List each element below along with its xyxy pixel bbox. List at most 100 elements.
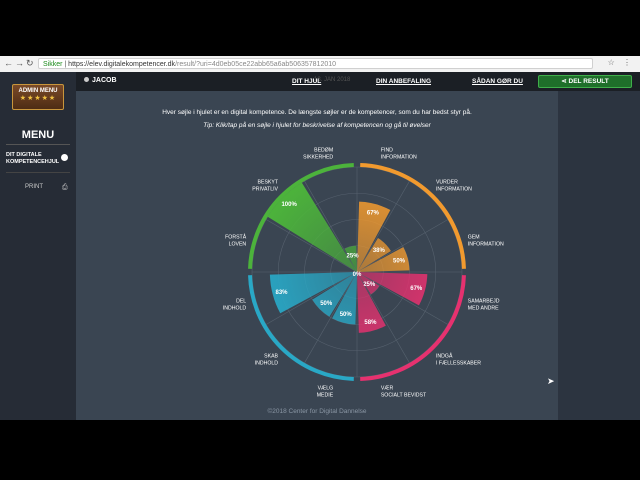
menu-title: MENU	[21, 129, 55, 141]
grid-spoke	[265, 271, 358, 325]
footer-text: ©2018 Center for Digital Dannelse	[267, 408, 367, 415]
browser-menu-icon[interactable]: ☆ ⋮	[607, 58, 634, 67]
wheel-bar[interactable]	[344, 245, 357, 272]
category-label: SAMARBEJD	[468, 298, 500, 304]
category-label: VURDER	[436, 180, 458, 186]
grid-spoke	[356, 271, 410, 364]
wheel-bar[interactable]	[357, 272, 386, 333]
sidebar-item-kompetencehjul[interactable]: DIT DIGITALE KOMPETENCEHJUL	[6, 152, 70, 170]
value-label: 25%	[347, 253, 360, 259]
wheel-bar[interactable]	[312, 272, 357, 317]
value-label: 50%	[393, 259, 406, 265]
divider	[6, 172, 70, 173]
category-label: FIND	[381, 148, 393, 154]
category-label: VÆLG	[318, 385, 334, 391]
reload-icon[interactable]: ↻	[26, 58, 34, 68]
category-label: DEL	[236, 298, 246, 304]
address-bar[interactable]: Sikker | https://elev.digitalekompetence…	[38, 58, 593, 69]
grid-spoke	[356, 219, 449, 273]
category-label: BESKYT	[258, 180, 279, 186]
wheel-bar[interactable]	[357, 272, 380, 295]
category-label: PRIVATLIV	[252, 187, 278, 193]
grid-spoke	[356, 271, 449, 325]
tab-din-anbefaling[interactable]: DIN ANBEFALING	[376, 78, 432, 85]
value-label: 83%	[276, 290, 289, 296]
value-label: 100%	[281, 202, 297, 208]
sidebar: ADMIN MENU ★★★★★ MENU DIT DIGITALE KOMPE…	[0, 72, 76, 420]
printer-icon[interactable]: ⎙	[62, 184, 68, 191]
ring-arc	[360, 275, 466, 381]
wheel-bar[interactable]	[267, 182, 357, 272]
grid-spoke	[356, 180, 410, 273]
wheel-bar[interactable]	[332, 272, 357, 325]
value-label: 50%	[340, 312, 353, 318]
category-label: I FÆLLESSKABER	[436, 360, 481, 366]
category-label: SIKKERHED	[303, 155, 333, 161]
category-label: INDGÅ	[436, 352, 453, 359]
category-label: FORSTÅ	[225, 234, 247, 241]
tab-dit-hjul[interactable]: DIT HJUL	[292, 78, 322, 85]
url-path: /result/?uri=4d0eb05ce22abb65a6ab5063578…	[175, 61, 337, 68]
secure-label: Sikker	[43, 61, 63, 68]
category-label: GEM	[468, 235, 480, 241]
grid-spoke	[265, 219, 358, 273]
intro-text: Hver søjle i hjulet er en digital kompet…	[162, 109, 472, 116]
category-label: BEDØM	[314, 148, 333, 154]
ring-arc	[360, 163, 466, 269]
value-label: 25%	[363, 282, 376, 288]
admin-stars: ★★★★★	[19, 95, 57, 102]
sidebar-item-label-2: KOMPETENCEHJUL	[6, 159, 60, 165]
value-label: 0%	[353, 272, 362, 278]
value-label: 67%	[410, 286, 423, 292]
divider	[6, 144, 70, 145]
admin-title: ADMIN MENU	[18, 88, 58, 94]
user-name-text: JACOB	[92, 77, 117, 84]
share-icon: ⋖	[561, 78, 569, 85]
app: ADMIN MENU ★★★★★ MENU DIT DIGITALE KOMPE…	[0, 72, 640, 420]
wheel-bar[interactable]	[357, 201, 391, 272]
browser-toolbar: ← → ↻ Sikker | https://elev.digitalekomp…	[0, 56, 640, 73]
category-label: MED ANDRE	[468, 305, 499, 311]
category-label: INDHOLD	[255, 360, 279, 366]
category-label: SKAB	[264, 353, 278, 359]
ring-arc	[248, 275, 354, 381]
value-label: 50%	[320, 301, 333, 307]
value-label: 67%	[367, 211, 380, 217]
admin-menu-badge[interactable]: ADMIN MENU ★★★★★	[12, 84, 64, 110]
ring-arc	[248, 163, 354, 269]
category-label: LOVEN	[229, 242, 247, 248]
category-label: INFORMATION	[436, 187, 472, 193]
value-label: 38%	[373, 248, 386, 254]
wheel-bar[interactable]	[357, 247, 410, 272]
category-label: INFORMATION	[381, 155, 417, 161]
grid-spoke	[304, 271, 358, 364]
wheel-icon	[61, 154, 68, 161]
tab-saadan-goer-du[interactable]: SÅDAN GØR DU	[472, 78, 523, 85]
category-label: SOCIALT BEVIDST	[381, 392, 427, 398]
share-label: DEL RESULT	[568, 78, 609, 85]
right-panel	[558, 91, 640, 420]
mouse-cursor-icon: ➤	[547, 376, 555, 386]
print-button[interactable]: PRINT	[25, 184, 43, 190]
value-label: 58%	[364, 320, 377, 326]
wheel-bar[interactable]	[357, 238, 391, 272]
wheel-bar[interactable]	[269, 272, 357, 314]
user-icon	[84, 77, 89, 82]
tip-text: Tip: Klik/tap på en søjle i hjulet for b…	[203, 122, 431, 129]
topbar: JACOB 18. JAN 2018 DIT HJUL DIN ANBEFALI…	[76, 72, 640, 91]
category-label: VÆR	[381, 385, 394, 391]
share-result-button[interactable]: ⋖ DEL RESULT	[538, 75, 632, 88]
forward-icon[interactable]: →	[15, 58, 24, 68]
grid-spoke	[304, 180, 358, 273]
category-label: INFORMATION	[468, 242, 504, 248]
sidebar-item-label-1: DIT DIGITALE	[6, 152, 42, 158]
user-name: JACOB	[84, 77, 117, 84]
category-label: MEDIE	[317, 392, 334, 398]
competence-wheel: 67%FINDINFORMATION38%VURDERINFORMATION50…	[223, 148, 504, 399]
date-ghost: 18. JAN 2018	[314, 77, 351, 83]
category-label: INDHOLD	[223, 305, 247, 311]
main-content: Hver søjle i hjulet er en digital kompet…	[76, 91, 558, 420]
url-host: https://elev.digitalekompetencer.dk	[68, 61, 176, 68]
back-icon[interactable]: ←	[4, 58, 13, 68]
wheel-bar[interactable]	[357, 272, 428, 306]
